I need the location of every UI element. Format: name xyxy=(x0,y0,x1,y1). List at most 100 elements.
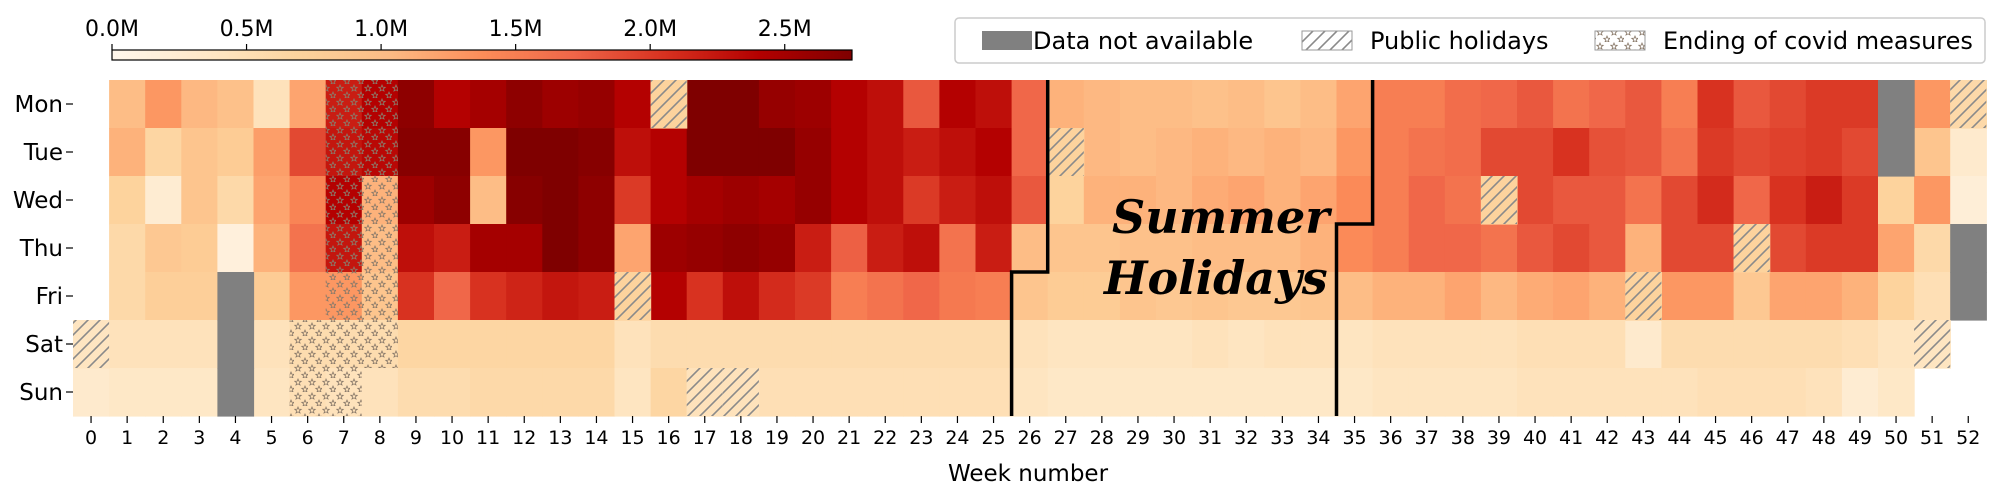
heatmap-cell xyxy=(1841,128,1879,177)
legend-frame xyxy=(954,17,1986,64)
x-tick-label: 10 xyxy=(440,427,464,449)
heatmap-cell xyxy=(397,272,435,321)
heatmap-cell xyxy=(145,80,182,129)
heatmap-cell xyxy=(831,80,868,129)
legend-swatch-covid xyxy=(1594,30,1646,51)
heatmap-cell xyxy=(1408,320,1446,369)
y-tick-label: Sun xyxy=(19,380,63,406)
cell-covid-ending xyxy=(325,224,362,272)
heatmap-cell xyxy=(470,368,507,417)
x-tick-label: 24 xyxy=(945,427,969,449)
heatmap-cell xyxy=(253,176,291,225)
heatmap-cell xyxy=(1697,176,1735,225)
heatmap-cell xyxy=(397,176,435,225)
heatmap-cell xyxy=(722,272,760,321)
colorbar-ticks: 0.0M 0.5M 1.0M 1.5M 2.0M 2.5M xyxy=(85,17,812,50)
heatmap-cell xyxy=(1553,80,1590,129)
summer-boundary-start xyxy=(1009,80,1050,416)
heatmap-cell xyxy=(1553,224,1590,273)
heatmap-cell xyxy=(397,128,435,177)
x-tick-label: 41 xyxy=(1559,427,1583,449)
heatmap-cell xyxy=(1444,176,1482,225)
x-tick-label: 14 xyxy=(584,427,608,449)
colorbar-tick-label: 0.5M xyxy=(220,17,274,42)
heatmap-cell xyxy=(867,368,904,417)
heatmap-cell xyxy=(795,272,832,321)
heatmap-cell xyxy=(1769,320,1807,369)
heatmap-cell xyxy=(109,128,146,177)
heatmap-cell xyxy=(1336,176,1374,225)
heatmap-cell xyxy=(1264,272,1301,321)
heatmap-cell xyxy=(1156,224,1193,273)
heatmap-cell xyxy=(1372,320,1410,369)
heatmap-cell xyxy=(434,176,471,225)
cell-public-holiday xyxy=(1950,80,1987,128)
heatmap-cell xyxy=(686,128,724,177)
heatmap-cell xyxy=(1841,224,1879,273)
heatmap-cell xyxy=(1914,224,1951,273)
heatmap-cell xyxy=(1300,128,1338,177)
heatmap-cell xyxy=(1697,128,1735,177)
heatmap-cell xyxy=(470,80,507,129)
heatmap-cell xyxy=(181,128,218,177)
heatmap-cell xyxy=(1625,128,1662,177)
heatmap-cell xyxy=(289,176,327,225)
heatmap-cell xyxy=(470,224,507,273)
x-tick-label: 35 xyxy=(1342,427,1366,449)
heatmap-overlays xyxy=(73,80,1987,417)
heatmap-cell xyxy=(1011,80,1049,129)
heatmap-cell xyxy=(1156,80,1193,129)
heatmap-cell xyxy=(1408,80,1446,129)
heatmap-cell xyxy=(434,128,471,177)
heatmap-cell xyxy=(181,272,218,321)
heatmap-cell xyxy=(145,176,182,225)
heatmap-cell xyxy=(109,224,146,273)
heatmap-cell xyxy=(1878,176,1915,225)
heatmap-cell xyxy=(1119,368,1157,417)
heatmap-cell xyxy=(1264,176,1301,225)
heatmap-cell xyxy=(289,224,327,273)
heatmap-cell xyxy=(1372,224,1410,273)
cell-not-available xyxy=(1878,128,1915,177)
heatmap-cell xyxy=(614,368,652,417)
heatmap-cell xyxy=(650,224,688,273)
heatmap-cell xyxy=(1336,368,1374,417)
heatmap-cell xyxy=(867,224,904,273)
heatmap-cell xyxy=(1192,368,1229,417)
x-tick-label: 19 xyxy=(765,427,789,449)
heatmap-cell xyxy=(434,224,471,273)
heatmap-cell xyxy=(578,368,616,417)
heatmap-cell xyxy=(1083,176,1121,225)
legend-label-covid: Ending of covid measures xyxy=(1663,27,1973,55)
legend-swatch-not-available xyxy=(982,31,1032,50)
heatmap-cell xyxy=(1480,224,1518,273)
cell-not-available xyxy=(217,368,255,417)
heatmap-cell xyxy=(1336,80,1374,129)
heatmap-cell xyxy=(1047,320,1085,369)
heatmap-cell xyxy=(397,80,435,129)
heatmap-cell xyxy=(831,320,868,369)
x-tick-label: 49 xyxy=(1848,427,1872,449)
heatmap-cell xyxy=(506,320,543,369)
colorbar-tick-label: 1.5M xyxy=(489,17,543,42)
heatmap-cell xyxy=(1228,128,1265,177)
heatmap-cell xyxy=(1517,128,1554,177)
heatmap-cell xyxy=(939,176,977,225)
heatmap-cell xyxy=(1625,224,1662,273)
heatmap-cell xyxy=(867,320,904,369)
x-tick-label: 21 xyxy=(837,427,861,449)
heatmap-cell xyxy=(1119,176,1157,225)
heatmap-cell xyxy=(1661,368,1699,417)
x-tick-label: 51 xyxy=(1920,427,1944,449)
heatmap-cell xyxy=(1300,320,1338,369)
x-tick-label: 23 xyxy=(909,427,933,449)
heatmap-cell xyxy=(1083,368,1121,417)
cell-covid-ending xyxy=(361,224,398,272)
heatmap-cell xyxy=(1733,368,1771,417)
heatmap-cell xyxy=(975,368,1013,417)
heatmap-cell xyxy=(722,320,760,369)
heatmap-cell xyxy=(758,272,796,321)
heatmap-cell xyxy=(1661,80,1699,129)
heatmap-cell xyxy=(867,128,904,177)
heatmap-cell xyxy=(867,80,904,129)
